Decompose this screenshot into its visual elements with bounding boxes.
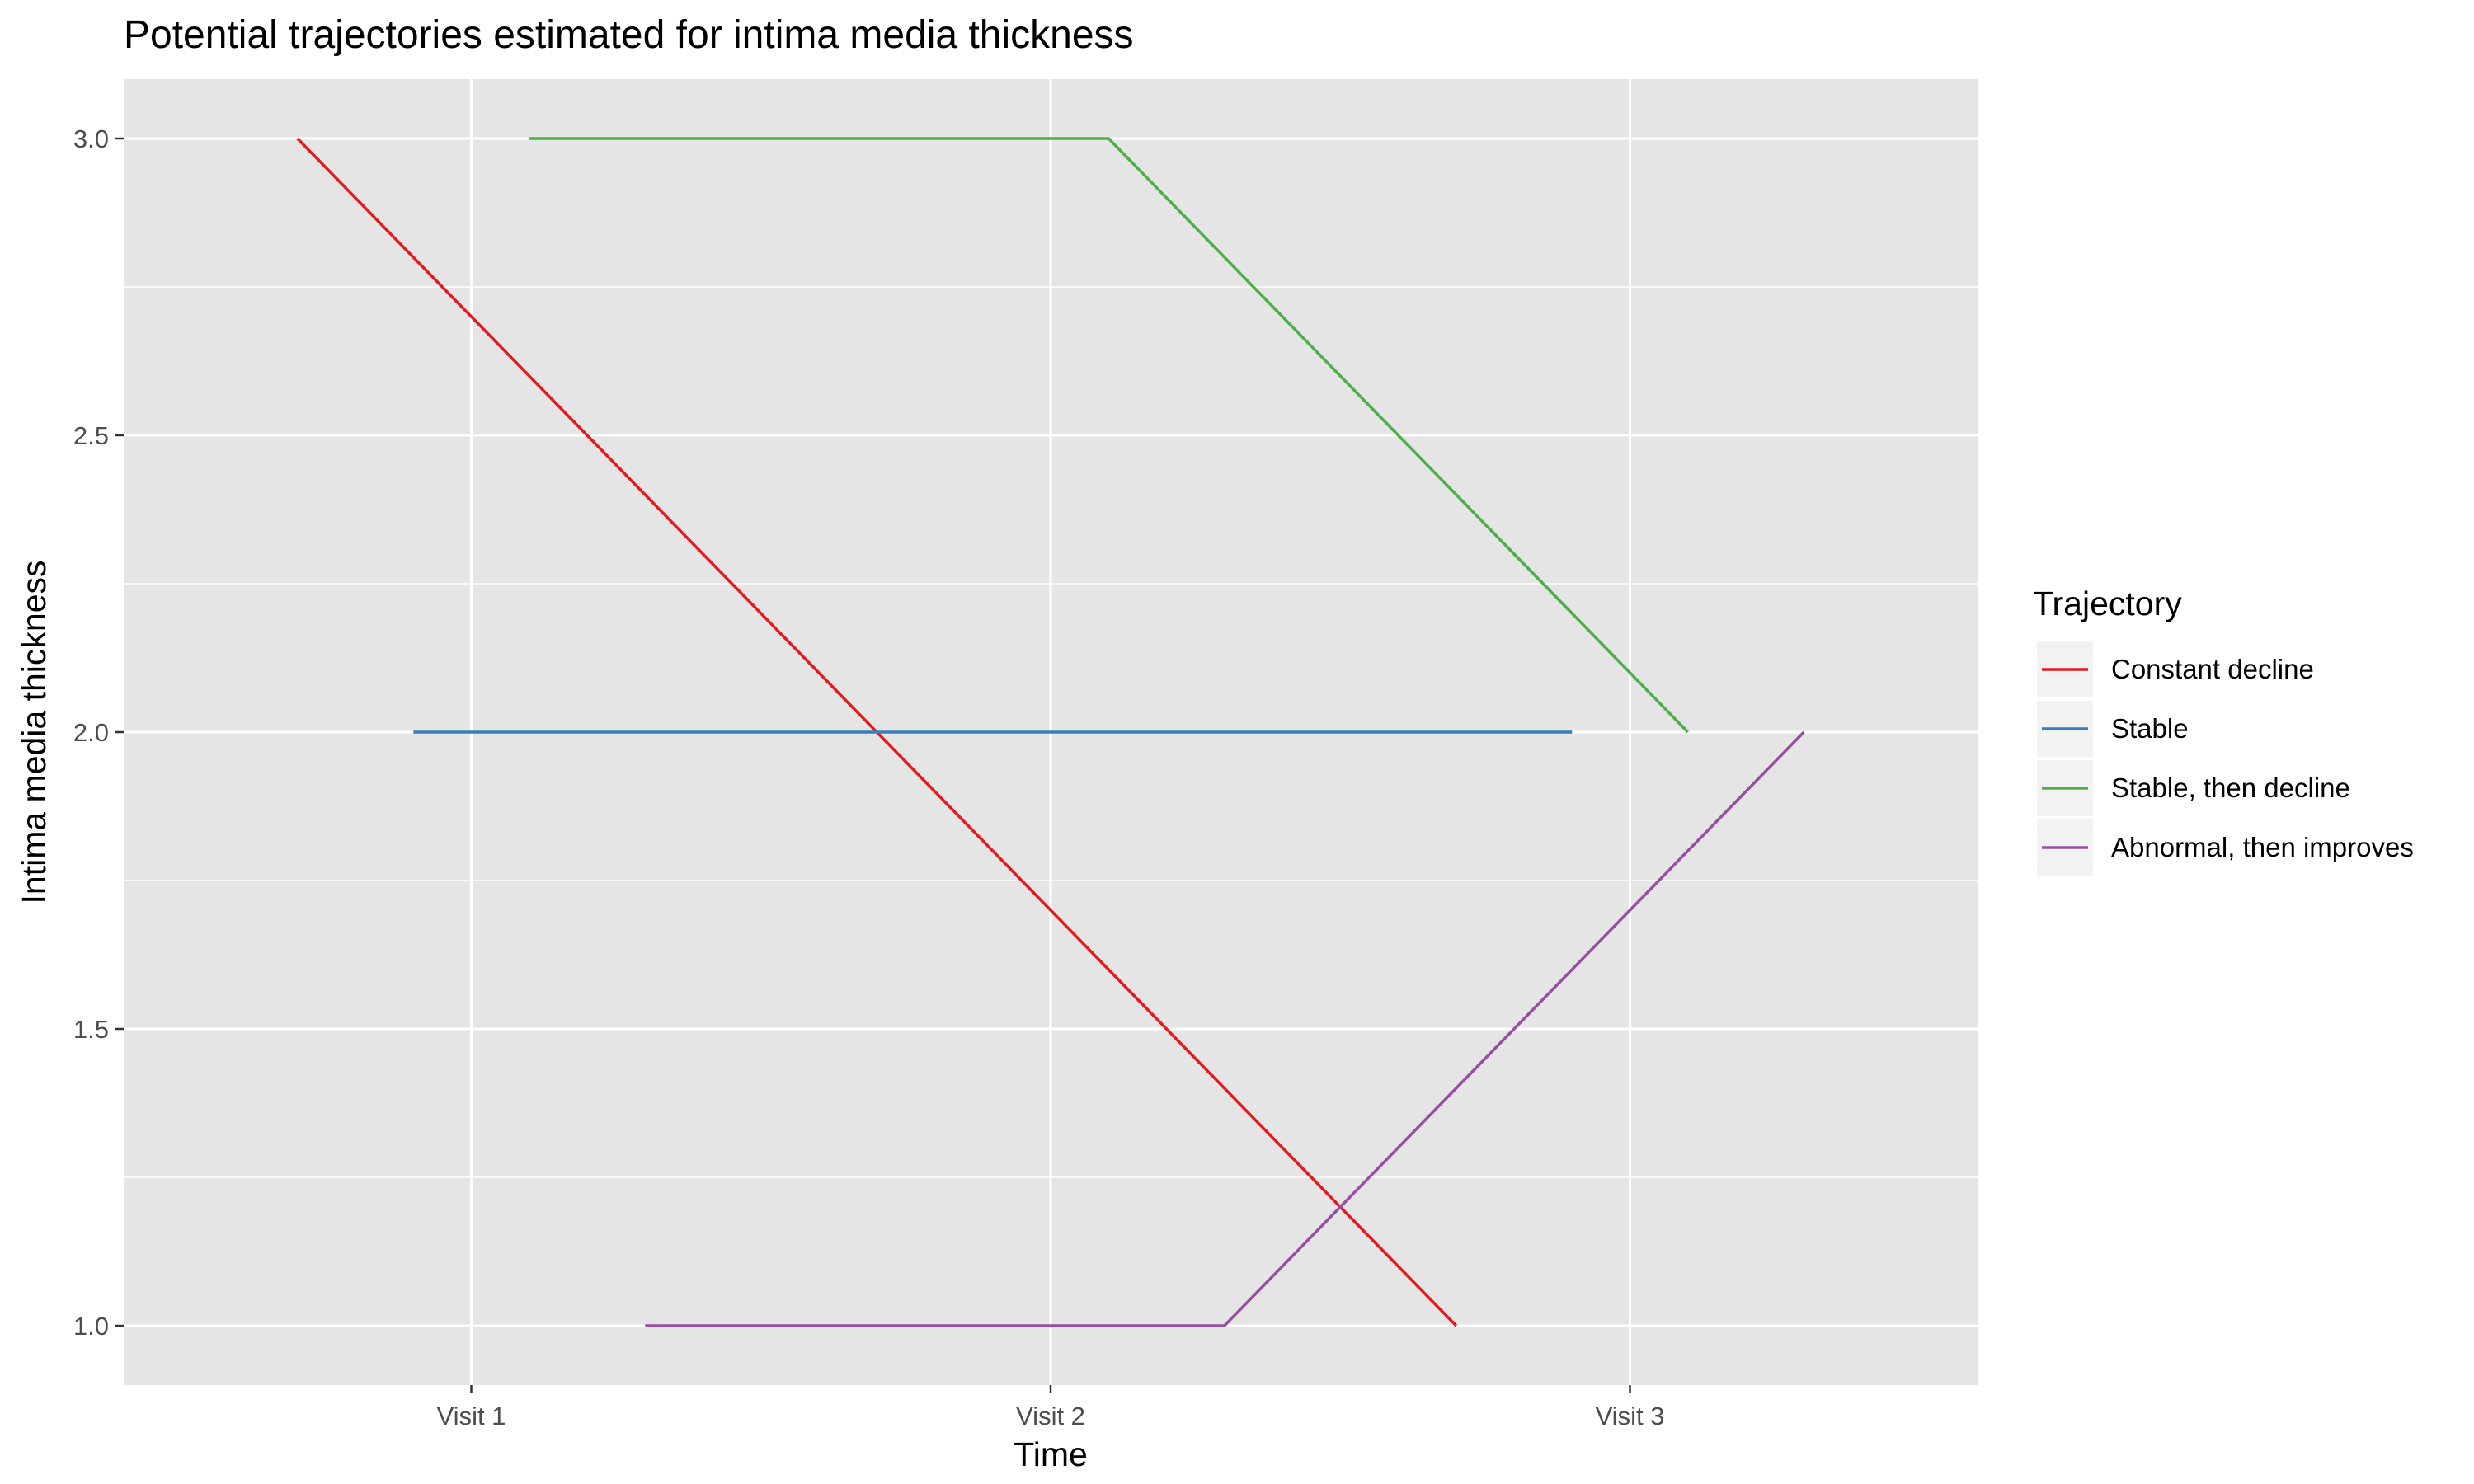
x-tick-label: Visit 1 (437, 1402, 506, 1430)
y-axis-title: Intima media thickness (15, 560, 53, 904)
legend-label: Stable (2111, 713, 2189, 744)
y-tick-label: 2.5 (73, 421, 109, 450)
x-tick-label: Visit 2 (1016, 1402, 1085, 1430)
y-axis: 1.0 1.5 2.0 2.5 3.0 (73, 124, 124, 1341)
y-tick-label: 1.5 (73, 1015, 109, 1044)
x-axis-title: Time (1014, 1435, 1088, 1473)
series-line-3 (529, 137, 1690, 734)
legend-title: Trajectory (2033, 585, 2182, 622)
chart-title: Potential trajectories estimated for int… (124, 13, 1134, 57)
legend: Trajectory Constant decline Stable Stable,… (2033, 585, 2414, 876)
legend-label: Stable, then decline (2111, 773, 2350, 803)
y-tick-label: 2.0 (73, 718, 109, 747)
x-axis: Visit 1 Visit 2 Visit 3 (437, 1385, 1665, 1430)
series-lines (296, 137, 1805, 1327)
series-line-4 (645, 730, 1805, 1327)
legend-label: Abnormal, then improves (2111, 832, 2414, 862)
y-tick-label: 3.0 (73, 124, 109, 153)
y-tick-label: 1.0 (73, 1312, 109, 1341)
x-tick-label: Visit 3 (1596, 1402, 1665, 1430)
legend-label: Constant decline (2111, 654, 2314, 684)
